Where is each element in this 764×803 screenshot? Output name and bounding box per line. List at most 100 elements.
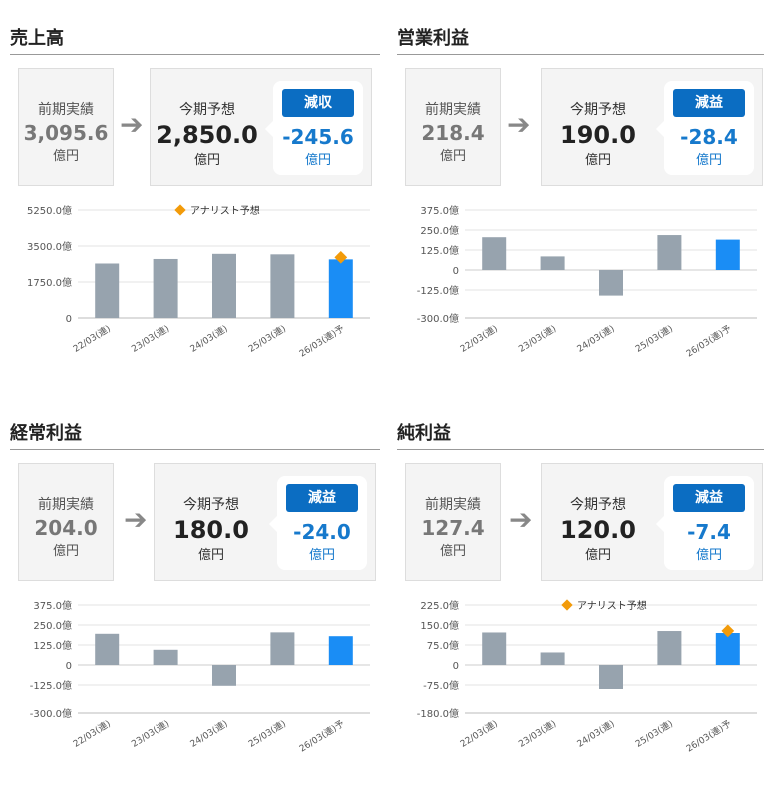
- forecast-value: 120.0: [560, 516, 636, 544]
- legend-label: アナリスト予想: [577, 599, 647, 612]
- bar: [482, 237, 507, 270]
- previous-unit: 億円: [52, 149, 79, 164]
- net-profit-bar-chart: -180.0億 -75.0億 0 75.0億 150.0億 225.0億 22/03(連) 2…: [417, 599, 757, 755]
- previous-label: 前期実績: [425, 497, 481, 513]
- forecast-label: 今期予想: [179, 102, 235, 118]
- ordinary-profit-bar-chart: -300.0億 -125.0億 0 125.0億 250.0億 375.0億 22/03(連…: [30, 599, 370, 755]
- x-tick-label: 22/03(連): [71, 717, 113, 749]
- y-tick-label: 0: [66, 661, 72, 672]
- x-tick-label: 24/03(連): [188, 322, 230, 354]
- y-tick-label: 1750.0億: [27, 276, 72, 289]
- bar: [540, 652, 565, 665]
- bar: [657, 631, 682, 665]
- change-box: 減収 -245.6 億円: [265, 81, 363, 175]
- change-value: -245.6: [282, 125, 354, 149]
- y-tick-label: 375.0億: [33, 599, 72, 612]
- change-value: -24.0: [293, 520, 351, 544]
- y-tick-label: -300.0億: [417, 312, 459, 325]
- bar: [153, 649, 178, 665]
- change-box: 減益 -28.4 億円: [656, 81, 754, 175]
- forecast-box: 今期予想 190.0 億円 減益 -28.4 億円: [541, 68, 763, 186]
- forecast-label: 今期予想: [570, 102, 626, 118]
- forecast-box: 今期予想 180.0 億円 減益 -24.0 億円: [154, 463, 376, 581]
- previous-result-box: 前期実績 204.0 億円: [18, 463, 114, 581]
- change-unit: 億円: [695, 153, 722, 168]
- bar: [212, 665, 236, 686]
- previous-value: 204.0: [34, 516, 98, 540]
- previous-result-box: 前期実績 218.4 億円: [405, 68, 501, 186]
- bar: [657, 235, 682, 270]
- x-tick-label: 26/03(連)予: [297, 717, 347, 754]
- x-tick-label: 25/03(連): [633, 322, 675, 354]
- panel-ordinary-profit: 経常利益 前期実績 204.0 億円 ➔ 今期予想 180.0 億円 減益 -2…: [10, 423, 380, 803]
- y-tick-label: -125.0億: [30, 679, 72, 692]
- previous-result-box: 前期実績 127.4 億円: [405, 463, 501, 581]
- y-tick-label: -125.0億: [417, 284, 459, 297]
- legend-diamond-icon: [561, 599, 573, 611]
- forecast-box: 今期予想 2,850.0 億円 減収 -245.6 億円: [150, 68, 372, 186]
- change-badge: 減益: [673, 89, 745, 117]
- panel-title: 営業利益: [397, 28, 764, 55]
- arrow-right-icon: ➔: [509, 503, 533, 536]
- previous-label: 前期実績: [38, 497, 94, 513]
- forecast-unit: 億円: [193, 153, 220, 168]
- bar: [540, 256, 565, 270]
- panel-operating-profit: 営業利益 前期実績 218.4 億円 ➔ 今期予想 190.0 億円 減益 -2…: [397, 28, 764, 408]
- y-tick-label: 0: [66, 314, 72, 325]
- legend-diamond-icon: [174, 204, 186, 216]
- y-tick-label: 75.0億: [427, 639, 459, 652]
- change-badge: 減益: [286, 484, 358, 512]
- y-tick-label: 375.0億: [420, 204, 459, 217]
- previous-value: 3,095.6: [23, 121, 109, 145]
- y-tick-label: 0: [453, 661, 459, 672]
- previous-unit: 億円: [439, 544, 466, 559]
- previous-label: 前期実績: [38, 102, 94, 118]
- forecast-bar: [715, 633, 740, 665]
- change-badge: 減収: [282, 89, 354, 117]
- x-tick-label: 24/03(連): [188, 717, 230, 749]
- x-tick-label: 22/03(連): [458, 717, 500, 749]
- change-unit: 億円: [308, 548, 335, 563]
- bar: [212, 253, 236, 318]
- bar: [95, 633, 120, 665]
- legend-label: アナリスト予想: [190, 204, 260, 217]
- y-tick-label: 125.0億: [33, 639, 72, 652]
- forecast-value: 2,850.0: [156, 121, 258, 149]
- y-tick-label: 5250.0億: [27, 204, 72, 217]
- y-tick-label: -180.0億: [417, 707, 459, 720]
- y-tick-label: -75.0億: [423, 679, 459, 692]
- x-tick-label: 23/03(連): [516, 717, 558, 749]
- y-tick-label: 250.0億: [420, 224, 459, 237]
- bar: [599, 270, 623, 296]
- y-tick-label: 150.0億: [420, 619, 459, 632]
- bar: [270, 254, 295, 318]
- x-tick-label: 26/03(連)予: [684, 717, 734, 754]
- x-tick-label: 25/03(連): [633, 717, 675, 749]
- forecast-label: 今期予想: [570, 497, 626, 513]
- change-box: 減益 -7.4 億円: [656, 476, 754, 570]
- previous-unit: 億円: [52, 544, 79, 559]
- previous-unit: 億円: [439, 149, 466, 164]
- previous-value: 127.4: [421, 516, 485, 540]
- y-tick-label: 0: [453, 266, 459, 277]
- forecast-value: 190.0: [560, 121, 636, 149]
- panel-title: 純利益: [397, 423, 764, 450]
- operating-profit-bar-chart: -300.0億 -125.0億 0 125.0億 250.0億 375.0億 22/03(連…: [417, 204, 757, 360]
- forecast-bar: [328, 636, 353, 665]
- x-tick-label: 25/03(連): [246, 322, 288, 354]
- y-tick-label: 225.0億: [420, 599, 459, 612]
- x-tick-label: 23/03(連): [129, 322, 171, 354]
- x-tick-label: 22/03(連): [458, 322, 500, 354]
- bar: [482, 632, 507, 665]
- arrow-right-icon: ➔: [507, 108, 531, 141]
- previous-result-box: 前期実績 3,095.6 億円: [18, 68, 114, 186]
- y-tick-label: 250.0億: [33, 619, 72, 632]
- x-tick-label: 25/03(連): [246, 717, 288, 749]
- y-tick-label: 3500.0億: [27, 240, 72, 253]
- previous-label: 前期実績: [425, 102, 481, 118]
- bar: [270, 632, 295, 665]
- panel-net-profit: 純利益 前期実績 127.4 億円 ➔ 今期予想 120.0 億円 減益 -7.…: [397, 423, 764, 803]
- x-tick-label: 24/03(連): [575, 717, 617, 749]
- change-value: -7.4: [687, 520, 731, 544]
- bar: [95, 263, 120, 318]
